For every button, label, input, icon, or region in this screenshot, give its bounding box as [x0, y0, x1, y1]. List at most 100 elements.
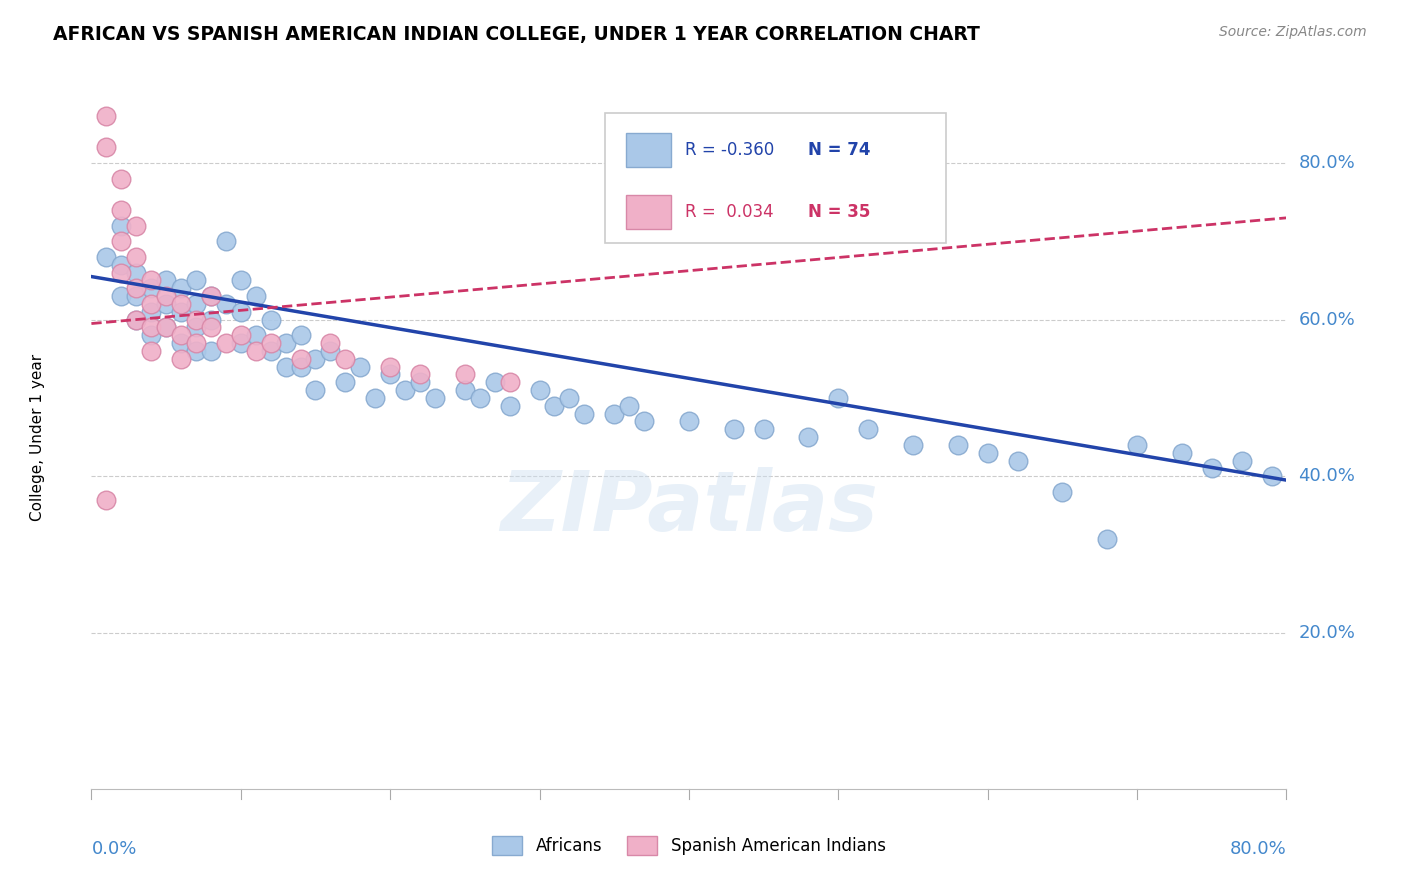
Text: 40.0%: 40.0% [1299, 467, 1355, 485]
Point [723, 422, 745, 436]
Point [170, 328, 193, 343]
Point [155, 320, 177, 334]
Point [1201, 461, 1223, 475]
Point [454, 383, 477, 397]
Point [141, 297, 163, 311]
Point [335, 376, 357, 390]
Point [274, 336, 297, 351]
Point [184, 336, 207, 351]
Point [304, 383, 326, 397]
Point [110, 235, 132, 249]
Point [155, 273, 177, 287]
Point [125, 281, 148, 295]
Text: College, Under 1 year: College, Under 1 year [30, 353, 45, 521]
Point [200, 289, 222, 303]
Point [1097, 532, 1119, 546]
Point [274, 359, 297, 374]
Point [1126, 438, 1149, 452]
Point [468, 391, 491, 405]
Point [543, 399, 565, 413]
Point [380, 359, 402, 374]
Point [110, 219, 132, 233]
Point [229, 336, 252, 351]
Point [484, 376, 506, 390]
Point [499, 376, 522, 390]
Point [603, 407, 626, 421]
Point [110, 258, 132, 272]
Point [155, 297, 177, 311]
Text: 60.0%: 60.0% [1299, 310, 1355, 328]
Point [110, 202, 132, 217]
Point [155, 289, 177, 303]
Point [619, 399, 641, 413]
Point [215, 235, 238, 249]
Point [200, 320, 222, 334]
Point [125, 312, 148, 326]
Point [170, 336, 193, 351]
Text: Source: ZipAtlas.com: Source: ZipAtlas.com [1219, 25, 1367, 39]
Point [110, 171, 132, 186]
Point [184, 273, 207, 287]
Point [110, 266, 132, 280]
Point [110, 289, 132, 303]
Point [184, 297, 207, 311]
Point [409, 368, 432, 382]
Point [245, 328, 267, 343]
Text: R =  0.034: R = 0.034 [685, 203, 773, 221]
Point [529, 383, 551, 397]
Point [364, 391, 387, 405]
Point [574, 407, 596, 421]
Point [454, 368, 477, 382]
Text: 80.0%: 80.0% [1230, 840, 1286, 858]
Point [125, 219, 148, 233]
Point [184, 343, 207, 358]
Point [96, 492, 118, 507]
Point [319, 336, 342, 351]
Point [96, 250, 118, 264]
Point [1007, 453, 1029, 467]
Point [96, 109, 118, 123]
Text: N = 74: N = 74 [808, 141, 870, 160]
Point [827, 391, 849, 405]
Text: AFRICAN VS SPANISH AMERICAN INDIAN COLLEGE, UNDER 1 YEAR CORRELATION CHART: AFRICAN VS SPANISH AMERICAN INDIAN COLLE… [53, 25, 980, 44]
Text: 0.0%: 0.0% [91, 840, 136, 858]
Point [170, 351, 193, 366]
Legend: Africans, Spanish American Indians: Africans, Spanish American Indians [485, 830, 893, 863]
Point [96, 140, 118, 154]
Text: 20.0%: 20.0% [1299, 624, 1355, 642]
Point [1171, 446, 1194, 460]
Point [155, 320, 177, 334]
Point [184, 320, 207, 334]
Point [1052, 484, 1074, 499]
Point [499, 399, 522, 413]
Point [423, 391, 446, 405]
Point [946, 438, 969, 452]
Point [200, 343, 222, 358]
Point [125, 289, 148, 303]
Point [633, 414, 655, 428]
Point [170, 281, 193, 295]
FancyBboxPatch shape [605, 113, 946, 244]
Point [215, 297, 238, 311]
Point [200, 312, 222, 326]
Point [170, 305, 193, 319]
Point [976, 446, 998, 460]
Point [678, 414, 700, 428]
Point [409, 376, 432, 390]
Point [304, 351, 326, 366]
Point [141, 320, 163, 334]
Point [797, 430, 820, 444]
Point [200, 289, 222, 303]
Text: N = 35: N = 35 [808, 203, 870, 221]
Point [290, 328, 312, 343]
Point [901, 438, 924, 452]
Point [229, 273, 252, 287]
Point [290, 351, 312, 366]
Point [558, 391, 581, 405]
Point [290, 359, 312, 374]
Point [380, 368, 402, 382]
Text: ZIPatlas: ZIPatlas [501, 467, 877, 548]
Point [245, 289, 267, 303]
Point [394, 383, 416, 397]
Point [125, 312, 148, 326]
